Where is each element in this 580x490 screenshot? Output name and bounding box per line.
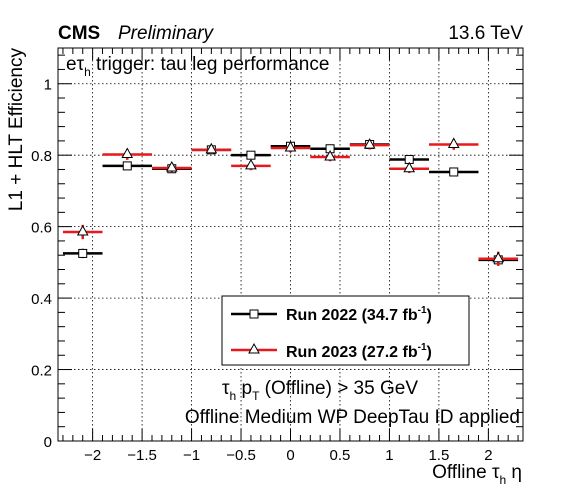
x-tick-label: 1	[385, 447, 393, 464]
y-tick-label: 0.6	[31, 220, 52, 237]
x-tick-label: 1.5	[428, 447, 449, 464]
axis-ticks: −2 −1.5 −1 −0.5 0 0.5 1 1.5 2 0 0.2 0.4 0.6 0.8 1	[31, 48, 523, 464]
data-point-2023	[324, 149, 336, 161]
data-point-2023	[121, 147, 134, 158]
x-tick-label: −1.5	[127, 447, 157, 464]
plot-title-rest: trigger: tau leg performance	[91, 54, 330, 75]
legend-triangle-marker	[248, 342, 260, 354]
data-point-2023	[165, 161, 178, 172]
data-series	[62, 137, 519, 266]
data-point-2023	[245, 158, 257, 170]
plot-title: eτh trigger: tau leg performance	[66, 54, 329, 79]
data-point-2022	[449, 167, 459, 177]
data-point-2023	[447, 137, 460, 148]
x-axis-label: Offline τh η	[432, 462, 522, 487]
plot-title-prefix: eτ	[66, 54, 85, 75]
y-tick-label: 0.4	[31, 291, 52, 308]
data-point-2023	[363, 138, 376, 149]
y-tick-label: 1	[44, 77, 52, 94]
plot-title-sub: h	[84, 65, 91, 79]
legend-label-2023: Run 2023 (27.2 fb-1)	[286, 342, 432, 361]
data-point-2022	[78, 248, 88, 258]
status-label: Preliminary	[118, 23, 215, 44]
y-tick-label: 0.2	[31, 363, 52, 380]
data-point-2022	[122, 161, 132, 171]
legend-box	[221, 295, 470, 366]
y-tick-label: 0.8	[31, 148, 52, 165]
data-point-2023	[76, 224, 89, 236]
data-point-2023	[492, 251, 505, 263]
annotation-pt-cut: τh pT (Offline) > 35 GeV	[222, 378, 418, 403]
x-tick-label: 2	[484, 447, 492, 464]
data-point-2022	[246, 150, 256, 160]
x-tick-label: 0	[286, 447, 294, 464]
x-tick-label: −1	[183, 447, 200, 464]
x-tick-label: −0.5	[226, 447, 256, 464]
legend: Run 2022 (34.7 fb-1) Run 2023 (27.2 fb-1…	[221, 295, 470, 366]
x-tick-label: 0.5	[330, 447, 351, 464]
legend-label-2022: Run 2022 (34.7 fb-1)	[286, 305, 432, 324]
legend-square-marker	[249, 309, 259, 319]
data-point-2023	[284, 141, 297, 152]
data-point-2023	[205, 142, 218, 154]
grid	[58, 48, 523, 441]
energy-label: 13.6 TeV	[448, 23, 523, 44]
annotation-id: Offline Medium WP DeepTau ID applied	[185, 407, 520, 428]
data-point-2023	[403, 161, 416, 173]
experiment-label: CMS	[58, 23, 100, 44]
y-axis-label: L1 + HLT Efficiency	[6, 48, 27, 212]
x-tick-label: −2	[84, 447, 101, 464]
y-tick-label: 0	[44, 434, 52, 451]
